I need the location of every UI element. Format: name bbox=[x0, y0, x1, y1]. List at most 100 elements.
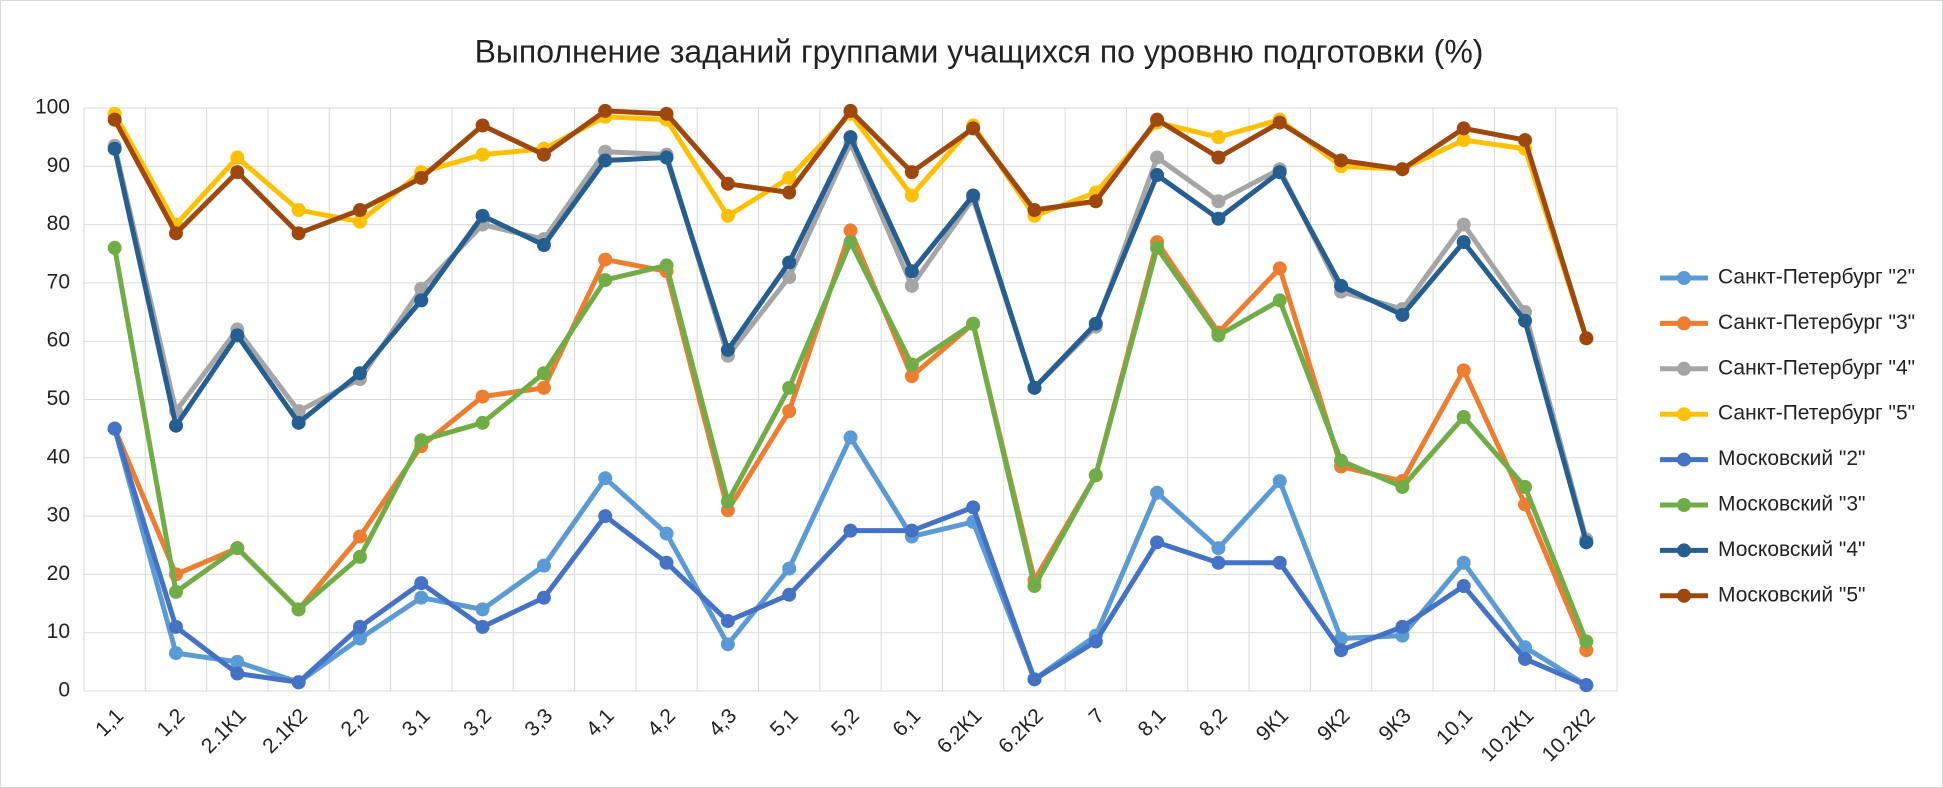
data-point bbox=[1395, 162, 1410, 177]
data-point bbox=[1150, 535, 1165, 550]
data-point bbox=[843, 235, 858, 250]
data-point bbox=[1272, 261, 1287, 276]
data-point bbox=[1272, 555, 1287, 570]
data-point bbox=[966, 316, 981, 331]
data-point bbox=[536, 147, 551, 162]
data-point bbox=[598, 471, 613, 486]
data-point bbox=[1456, 217, 1471, 232]
data-point bbox=[598, 252, 613, 267]
y-tick-label: 100 bbox=[35, 96, 70, 119]
data-point bbox=[843, 130, 858, 145]
data-point bbox=[230, 541, 245, 556]
data-point bbox=[536, 366, 551, 381]
data-point bbox=[1456, 121, 1471, 136]
y-tick-label: 30 bbox=[47, 504, 70, 527]
data-point bbox=[414, 433, 429, 448]
legend-label: Московский "2" bbox=[1718, 447, 1866, 470]
data-point bbox=[720, 614, 735, 629]
data-point bbox=[414, 293, 429, 308]
legend-label: Московский "4" bbox=[1718, 538, 1866, 561]
data-point bbox=[659, 106, 674, 121]
data-point bbox=[1211, 328, 1226, 343]
data-point bbox=[536, 238, 551, 253]
data-point bbox=[1518, 651, 1533, 666]
data-point bbox=[1456, 579, 1471, 594]
data-point bbox=[904, 188, 919, 203]
data-point bbox=[1027, 380, 1042, 395]
data-point bbox=[352, 549, 367, 564]
data-point bbox=[966, 188, 981, 203]
data-point bbox=[475, 118, 490, 133]
data-point bbox=[598, 153, 613, 168]
data-point bbox=[475, 147, 490, 162]
data-point bbox=[843, 523, 858, 538]
data-point bbox=[720, 176, 735, 191]
data-point bbox=[782, 255, 797, 270]
data-point bbox=[904, 165, 919, 180]
y-tick-label: 90 bbox=[47, 154, 70, 177]
data-point bbox=[1150, 168, 1165, 183]
legend-label: Санкт-Петербург "2" bbox=[1718, 266, 1915, 289]
data-point bbox=[291, 415, 306, 430]
data-point bbox=[1150, 150, 1165, 165]
data-point bbox=[720, 637, 735, 652]
data-point bbox=[1395, 307, 1410, 322]
data-point bbox=[475, 619, 490, 634]
data-point bbox=[1150, 485, 1165, 500]
y-tick-label: 60 bbox=[47, 329, 70, 352]
data-point bbox=[966, 500, 981, 515]
data-point bbox=[659, 526, 674, 541]
data-point bbox=[1088, 316, 1103, 331]
data-point bbox=[1027, 203, 1042, 218]
data-point bbox=[1456, 555, 1471, 570]
data-point bbox=[475, 602, 490, 617]
data-point bbox=[843, 430, 858, 445]
data-point bbox=[1518, 313, 1533, 328]
data-point bbox=[414, 590, 429, 605]
data-point bbox=[475, 389, 490, 404]
data-point bbox=[352, 366, 367, 381]
data-point bbox=[107, 240, 122, 255]
data-point bbox=[1334, 453, 1349, 468]
data-point bbox=[598, 509, 613, 524]
data-point bbox=[230, 654, 245, 669]
data-point bbox=[1211, 541, 1226, 556]
data-point bbox=[1456, 235, 1471, 250]
legend-marker bbox=[1677, 316, 1691, 331]
data-point bbox=[168, 646, 183, 661]
data-point bbox=[782, 270, 797, 285]
data-point bbox=[843, 103, 858, 118]
data-point bbox=[1272, 115, 1287, 130]
data-point bbox=[659, 258, 674, 273]
data-point bbox=[904, 278, 919, 293]
legend-label: Санкт-Петербург "4" bbox=[1718, 356, 1915, 379]
legend-marker bbox=[1677, 407, 1691, 422]
data-point bbox=[352, 214, 367, 229]
y-tick-label: 40 bbox=[47, 445, 70, 468]
legend-label: Санкт-Петербург "3" bbox=[1718, 311, 1915, 334]
data-point bbox=[1088, 194, 1103, 209]
data-point bbox=[536, 558, 551, 573]
data-point bbox=[598, 103, 613, 118]
data-point bbox=[414, 576, 429, 591]
data-point bbox=[720, 208, 735, 223]
legend-marker bbox=[1677, 498, 1691, 512]
legend-marker bbox=[1677, 271, 1691, 285]
data-point bbox=[1027, 579, 1042, 594]
data-point bbox=[291, 203, 306, 218]
y-tick-label: 20 bbox=[47, 562, 70, 585]
data-point bbox=[107, 421, 122, 436]
y-tick-label: 10 bbox=[47, 620, 70, 643]
data-point bbox=[1579, 678, 1594, 693]
data-point bbox=[843, 223, 858, 238]
data-point bbox=[904, 264, 919, 279]
data-point bbox=[352, 203, 367, 218]
data-point bbox=[1456, 133, 1471, 148]
data-point bbox=[782, 185, 797, 200]
data-point bbox=[352, 619, 367, 634]
data-point bbox=[598, 272, 613, 287]
data-point bbox=[782, 587, 797, 602]
data-point bbox=[1579, 535, 1594, 550]
data-point bbox=[1272, 165, 1287, 180]
data-point bbox=[659, 150, 674, 165]
